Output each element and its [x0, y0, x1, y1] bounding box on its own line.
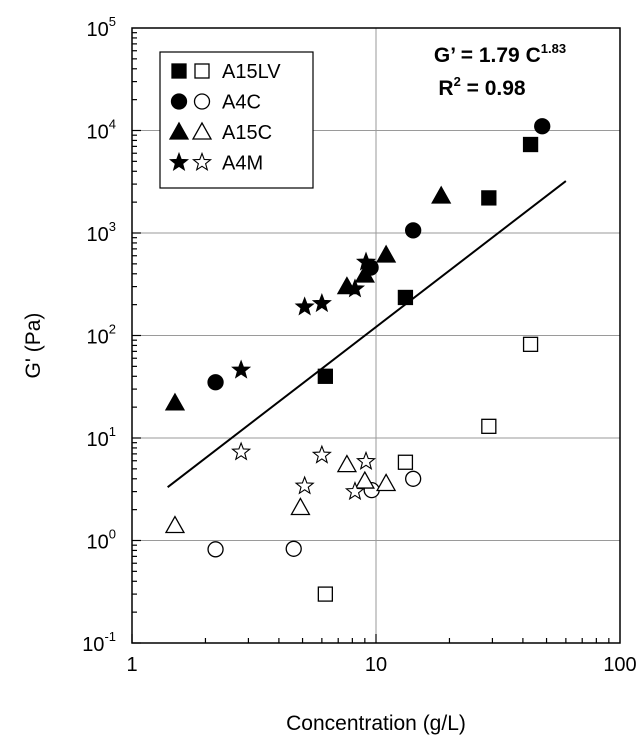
legend-marker-a4m-open [191, 151, 213, 172]
legend-label-a4c: A4C [222, 92, 261, 114]
point-a15c-open [354, 470, 375, 489]
point-a4c-filled [405, 222, 422, 239]
point-a4c-filled [207, 374, 224, 391]
point-a4m-filled [355, 251, 377, 271]
point-a4c-open [405, 470, 422, 487]
point-a15c-filled [354, 264, 375, 283]
point-a4m-open [231, 441, 252, 461]
axis-tick-labels: 1 10 100 10-1 100 101 102 103 104 105 [82, 14, 637, 676]
point-a4m-open [355, 450, 377, 471]
point-a4m-filled [231, 359, 252, 379]
legend-marker-a15lv-open [194, 63, 210, 79]
point-a15c-open [290, 497, 311, 516]
r-squared-symbol: R [438, 77, 453, 100]
point-a15lv-open [397, 454, 414, 470]
legend-label-a15lv: A15LV [222, 61, 281, 83]
fit-equation: G’ = 1.79 C1.83 [434, 41, 566, 67]
point-a15lv-filled [481, 190, 497, 206]
legend: A15LV A4C A15C A4M [159, 51, 314, 189]
point-a15c-filled [431, 185, 452, 204]
x-tick-label: 1 [126, 654, 137, 676]
axis-ticks [131, 32, 610, 644]
point-a15lv-filled [317, 368, 333, 384]
point-a4m-filled [344, 278, 366, 298]
fit-equation-exponent: 1.83 [541, 41, 566, 56]
legend-marker-a15lv-filled [171, 63, 187, 79]
fit-line [167, 180, 567, 488]
legend-marker-a15c-filled [168, 121, 190, 140]
fit-r-squared: R2 = 0.98 [438, 74, 526, 100]
r-squared-superscript: 2 [454, 74, 461, 89]
legend-marker-a4c-filled [170, 93, 188, 110]
y-axis-title: G' (Pa) [22, 313, 45, 379]
point-a15c-filled [164, 392, 186, 411]
point-a4m-filled [311, 292, 332, 313]
x-tick-label: 100 [603, 654, 636, 676]
y-tick-label: 105 [87, 14, 116, 41]
y-tick-label: 100 [87, 527, 116, 554]
point-a15c-open [164, 515, 186, 534]
point-a15lv-filled [397, 289, 414, 306]
x-axis-title: Concentration (g/L) [286, 712, 466, 735]
x-tick-label: 10 [365, 654, 387, 676]
legend-marker-a4m-filled [168, 151, 190, 172]
point-a4m-open [294, 475, 315, 495]
legend-marker-a15c-open [191, 121, 213, 140]
point-a15lv-open [317, 586, 333, 602]
point-a15c-filled [375, 244, 397, 263]
point-a15lv-filled [522, 136, 539, 153]
point-a15lv-open [481, 418, 497, 434]
data-points [164, 118, 551, 602]
point-a4m-open [311, 444, 332, 464]
y-tick-label: 103 [87, 219, 116, 246]
point-a15lv-open [522, 336, 539, 352]
point-a4m-filled [294, 296, 315, 316]
fit-equation-main: G’ = 1.79 C [434, 44, 541, 67]
y-tick-label: 101 [87, 424, 116, 451]
y-tick-label: 104 [87, 117, 116, 144]
y-tick-label: 10-1 [82, 629, 116, 656]
legend-label-a4m: A4M [222, 153, 263, 175]
legend-label-a15c: A15C [222, 122, 272, 144]
point-a4c-open [285, 540, 302, 557]
legend-marker-a4c-open [193, 93, 211, 110]
point-a4m-open [344, 481, 366, 501]
point-a4c-filled [534, 118, 551, 135]
point-a15c-open [336, 454, 358, 473]
r-squared-value: = 0.98 [461, 77, 526, 100]
point-a4c-open [207, 541, 224, 558]
point-a15c-open [375, 473, 397, 492]
y-tick-label: 102 [87, 322, 116, 349]
